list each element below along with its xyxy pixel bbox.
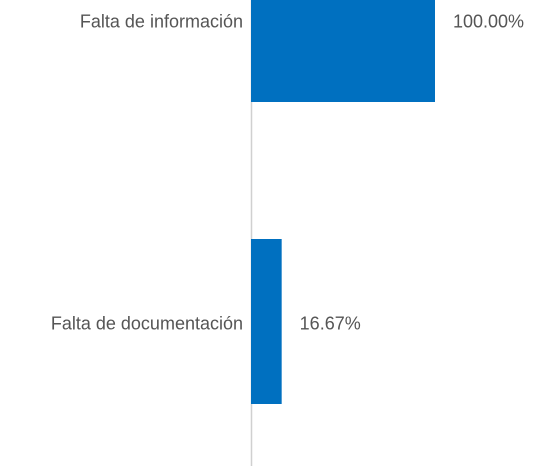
y-tick-label: Falta de documentación xyxy=(51,313,243,333)
bar xyxy=(251,239,282,404)
data-label: 100.00% xyxy=(453,11,524,31)
y-tick-label: Falta de información xyxy=(80,11,243,31)
bar xyxy=(251,0,435,102)
data-label: 16.67% xyxy=(300,313,361,333)
